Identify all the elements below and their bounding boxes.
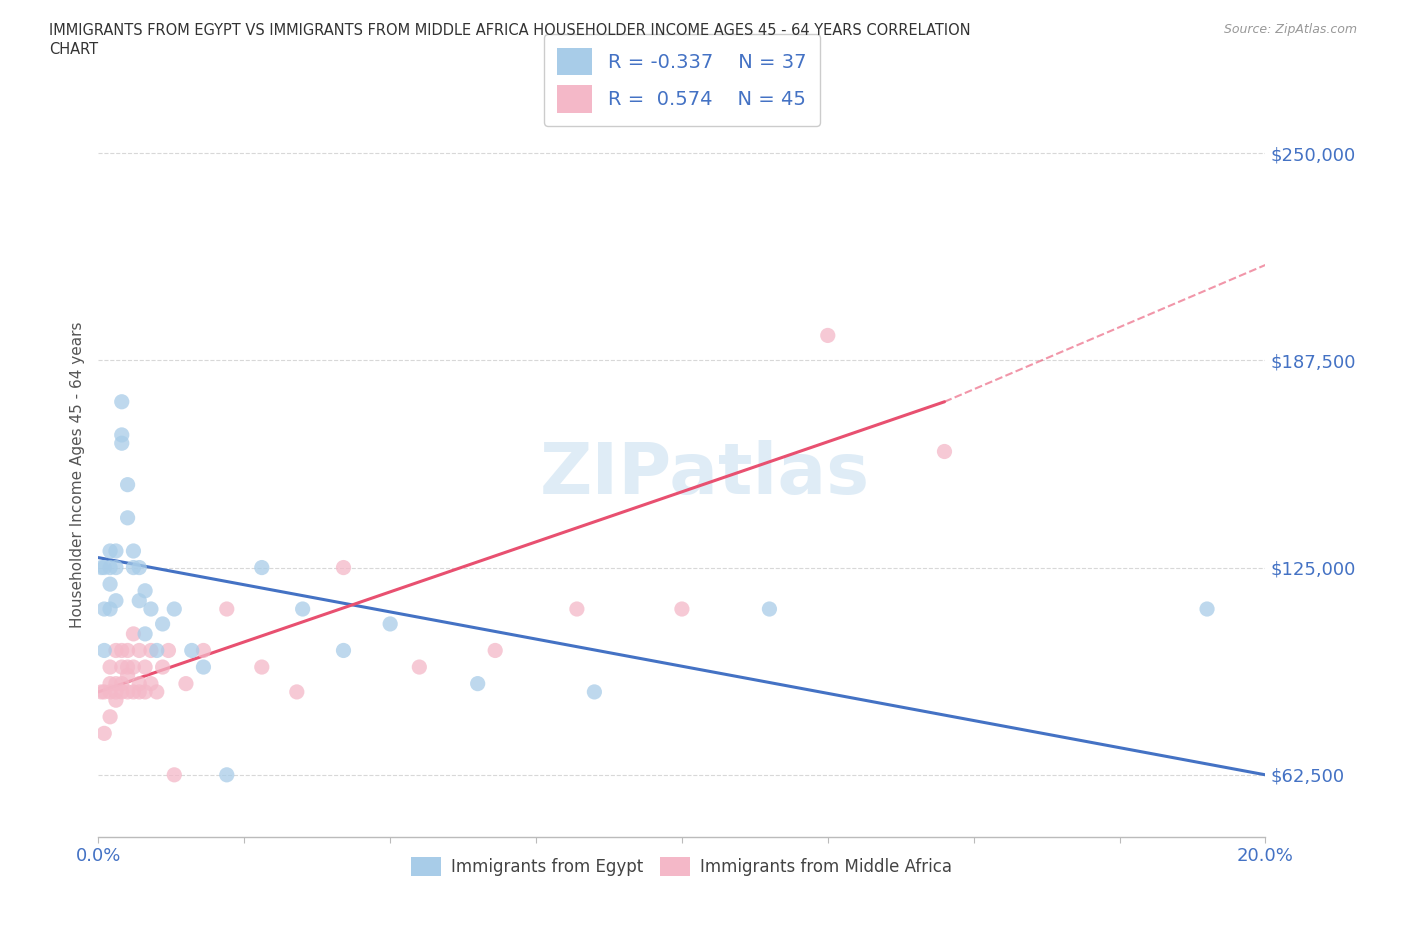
Point — [250, 659, 273, 674]
Point — [128, 593, 150, 608]
Point — [215, 767, 238, 782]
Point — [1195, 602, 1218, 617]
Point — [134, 684, 156, 699]
Point — [291, 602, 314, 617]
Point — [122, 684, 145, 699]
Point — [174, 676, 197, 691]
Point — [134, 659, 156, 674]
Point — [215, 602, 238, 617]
Point — [93, 602, 115, 617]
Point — [380, 617, 402, 631]
Point — [163, 767, 186, 782]
Point — [104, 684, 127, 699]
Point — [758, 602, 780, 617]
Point — [111, 676, 134, 691]
Point — [146, 684, 169, 699]
Point — [163, 602, 186, 617]
Point — [117, 511, 139, 525]
Point — [152, 659, 174, 674]
Point — [98, 659, 121, 674]
Text: Source: ZipAtlas.com: Source: ZipAtlas.com — [1223, 23, 1357, 36]
Point — [128, 684, 150, 699]
Point — [408, 659, 430, 674]
Point — [180, 643, 202, 658]
Point — [128, 676, 150, 691]
Point — [484, 643, 506, 658]
Point — [104, 560, 127, 575]
Point — [104, 643, 127, 658]
Point — [111, 659, 134, 674]
Point — [93, 684, 115, 699]
Point — [117, 477, 139, 492]
Point — [98, 543, 121, 558]
Text: IMMIGRANTS FROM EGYPT VS IMMIGRANTS FROM MIDDLE AFRICA HOUSEHOLDER INCOME AGES 4: IMMIGRANTS FROM EGYPT VS IMMIGRANTS FROM… — [49, 23, 970, 38]
Point — [583, 684, 606, 699]
Point — [111, 684, 134, 699]
Text: ZIPatlas: ZIPatlas — [540, 440, 870, 509]
Point — [671, 602, 693, 617]
Point — [98, 560, 121, 575]
Point — [122, 560, 145, 575]
Point — [193, 643, 215, 658]
Point — [117, 659, 139, 674]
Point — [122, 543, 145, 558]
Point — [250, 560, 273, 575]
Point — [332, 643, 354, 658]
Point — [98, 676, 121, 691]
Point — [128, 643, 150, 658]
Point — [117, 643, 139, 658]
Y-axis label: Householder Income Ages 45 - 64 years: Householder Income Ages 45 - 64 years — [69, 321, 84, 628]
Point — [152, 617, 174, 631]
Legend: Immigrants from Egypt, Immigrants from Middle Africa: Immigrants from Egypt, Immigrants from M… — [405, 851, 959, 884]
Point — [934, 444, 956, 458]
Point — [157, 643, 180, 658]
Point — [128, 560, 150, 575]
Point — [90, 684, 112, 699]
Point — [93, 643, 115, 658]
Point — [104, 676, 127, 691]
Point — [111, 436, 134, 451]
Point — [98, 684, 121, 699]
Point — [146, 643, 169, 658]
Point — [134, 627, 156, 642]
Point — [134, 583, 156, 598]
Point — [93, 560, 115, 575]
Point — [565, 602, 588, 617]
Point — [98, 577, 121, 591]
Point — [117, 668, 139, 683]
Point — [139, 602, 162, 617]
Point — [117, 684, 139, 699]
Point — [111, 428, 134, 443]
Point — [817, 328, 839, 343]
Point — [332, 560, 354, 575]
Point — [98, 602, 121, 617]
Point — [467, 676, 489, 691]
Point — [98, 710, 121, 724]
Point — [139, 643, 162, 658]
Point — [90, 560, 112, 575]
Point — [104, 593, 127, 608]
Point — [93, 726, 115, 741]
Point — [285, 684, 308, 699]
Point — [111, 394, 134, 409]
Point — [139, 676, 162, 691]
Point — [122, 627, 145, 642]
Point — [122, 659, 145, 674]
Point — [193, 659, 215, 674]
Point — [111, 643, 134, 658]
Text: CHART: CHART — [49, 42, 98, 57]
Point — [104, 693, 127, 708]
Point — [104, 543, 127, 558]
